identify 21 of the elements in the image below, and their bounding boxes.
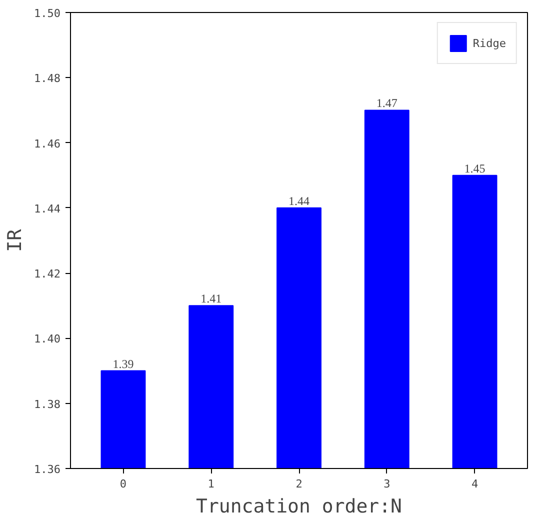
data-label: 1.45	[464, 161, 486, 176]
y-tick-label: 1.38	[34, 398, 61, 411]
y-tick-label: 1.44	[34, 202, 61, 216]
x-tick-label: 2	[296, 478, 302, 490]
x-tick-label: 1	[208, 478, 214, 490]
y-tick-label: 1.36	[34, 463, 61, 476]
data-label: 1.39	[112, 356, 134, 371]
data-label: 1.41	[200, 292, 222, 306]
x-tick-label: 4	[471, 478, 478, 490]
legend-label: Ridge	[472, 36, 506, 50]
y-tick-label: 1.46	[34, 137, 61, 150]
x-axis-title: Truncation order:N	[196, 496, 402, 518]
x-tick-label: 0	[120, 478, 127, 490]
y-tick-label: 1.42	[34, 268, 61, 281]
y-tick-label: 1.40	[34, 332, 61, 346]
y-tick-label: 1.48	[34, 72, 61, 86]
data-label: 1.44	[288, 194, 310, 208]
y-tick-label: 1.50	[34, 7, 61, 20]
x-tick-label: 3	[384, 478, 390, 490]
y-axis-title: IR	[4, 228, 26, 252]
data-label: 1.47	[376, 96, 398, 110]
